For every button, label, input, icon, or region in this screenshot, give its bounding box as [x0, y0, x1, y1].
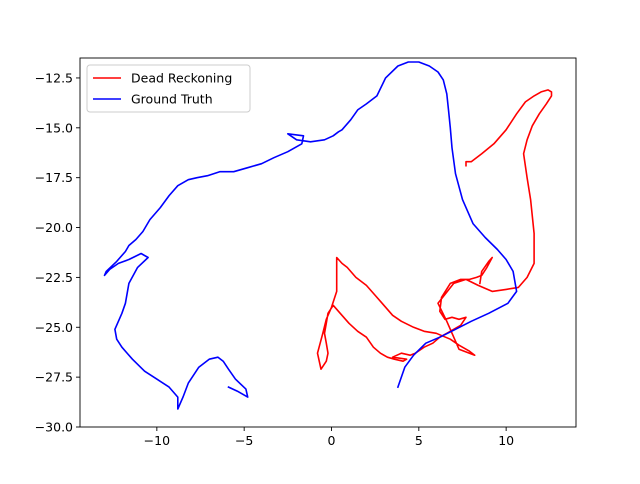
y-tick-label: −12.5 — [35, 70, 73, 85]
legend-box — [86, 64, 251, 113]
y-tick-label: −17.5 — [35, 170, 73, 185]
plot-area — [103, 61, 553, 410]
legend: Dead Reckoning Ground Truth — [86, 64, 251, 113]
y-tick-label: −30.0 — [35, 420, 73, 435]
x-tick-label: 10 — [498, 433, 514, 448]
y-tick-label: −22.5 — [35, 270, 73, 285]
legend-label: Ground Truth — [131, 92, 213, 107]
y-tick-label: −15.0 — [35, 120, 73, 135]
axes-frame — [79, 57, 577, 428]
x-tick-label: 5 — [415, 433, 423, 448]
y-tick-label: −20.0 — [35, 220, 73, 235]
y-tick-label: −27.5 — [35, 370, 73, 385]
axes: −10 −5 0 5 10 −30.0 −27.5 −25.0 −22.5 −20.0 −17.5 −… — [35, 57, 577, 448]
series-group — [103, 61, 553, 410]
series-line-dead-reckoning — [316, 89, 553, 371]
y-tick-label: −25.0 — [35, 320, 73, 335]
legend-label: Dead Reckoning — [131, 71, 232, 86]
x-tick-label: −10 — [144, 433, 170, 448]
x-tick-label: −5 — [235, 433, 253, 448]
series-line-ground-truth — [103, 61, 518, 410]
x-tick-label: 0 — [328, 433, 336, 448]
